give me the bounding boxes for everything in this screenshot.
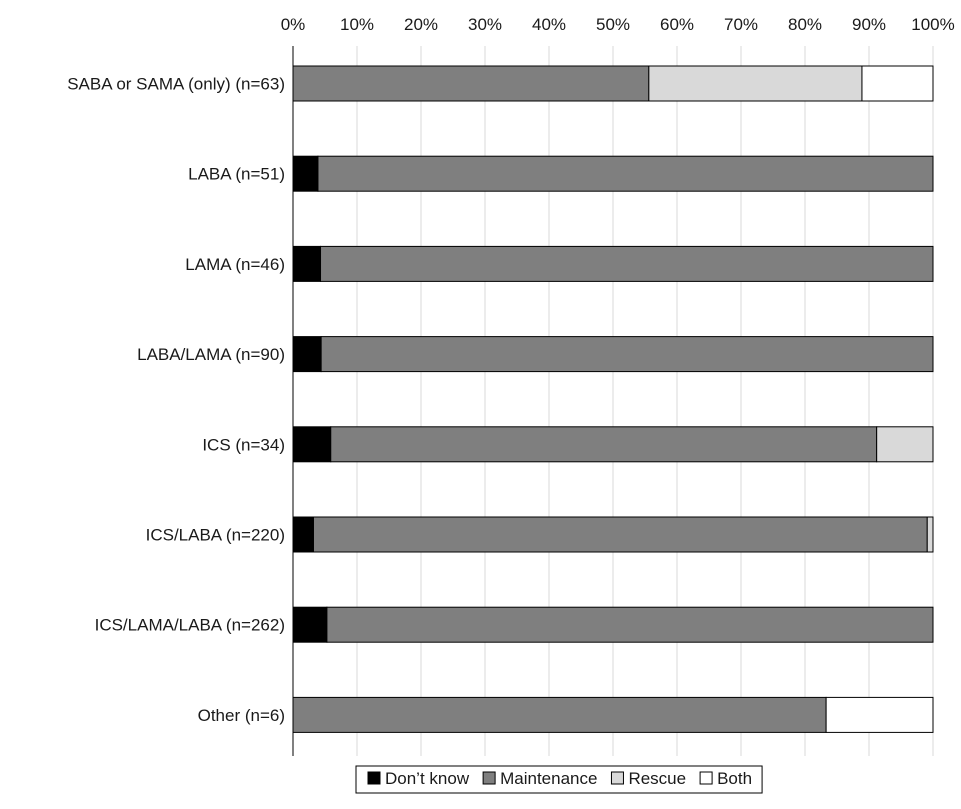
bar-segment-maintenance	[330, 426, 878, 463]
legend-box	[355, 765, 763, 794]
bars	[292, 65, 934, 733]
x-tick-label: 40%	[532, 15, 566, 34]
bar-segment-maintenance	[312, 516, 928, 553]
legend-label: Maintenance	[500, 769, 597, 788]
x-tick-label: 0%	[281, 15, 306, 34]
bar-segment-maintenance	[292, 65, 650, 102]
category-labels: SABA or SAMA (only) (n=63) LABA (n=51) LAM…	[67, 75, 285, 725]
bar-segment-both	[861, 65, 934, 102]
category-label: LAMA (n=46)	[185, 255, 285, 274]
bar-row	[292, 65, 934, 102]
bar-segment-maintenance	[326, 606, 934, 643]
x-axis-tick-labels: 0% 10% 20% 30% 40% 50% 60% 70% 80% 90% 100%	[281, 15, 955, 34]
x-tick-label: 70%	[724, 15, 758, 34]
x-tick-label: 80%	[788, 15, 822, 34]
bar-row	[292, 516, 934, 553]
bar-segment-maintenance	[317, 155, 934, 192]
legend-swatch	[699, 771, 713, 785]
legend-swatch	[610, 771, 624, 785]
bar-row	[292, 245, 934, 282]
category-label: Other (n=6)	[198, 706, 285, 725]
x-tick-label: 10%	[340, 15, 374, 34]
x-tick-label: 90%	[852, 15, 886, 34]
bar-row	[292, 606, 934, 643]
legend-swatch	[482, 771, 496, 785]
bar-segment-both	[825, 696, 934, 733]
bar-segment-maintenance	[292, 696, 827, 733]
legend-item: Rescue	[610, 769, 686, 788]
category-label: SABA or SAMA (only) (n=63)	[67, 75, 285, 94]
bar-segment-maintenance	[320, 245, 934, 282]
legend-item: Both	[699, 769, 752, 788]
bar-row	[292, 336, 934, 373]
bar-segment-maintenance	[320, 336, 934, 373]
legend-label: Both	[717, 769, 752, 788]
bar-row	[292, 696, 934, 733]
category-label: ICS/LABA (n=220)	[146, 526, 285, 545]
x-tick-label: 100%	[911, 15, 954, 34]
legend: Don’t know Maintenance Rescue Both	[355, 765, 763, 794]
legend-swatch	[367, 771, 381, 785]
bar-segment-don-t-know	[292, 516, 314, 553]
bar-row	[292, 426, 934, 463]
category-label: LABA/LAMA (n=90)	[137, 345, 285, 364]
bar-segment-don-t-know	[292, 336, 322, 373]
bar-segment-rescue	[876, 426, 934, 463]
category-label: ICS/LAMA/LABA (n=262)	[95, 616, 285, 635]
legend-label: Rescue	[628, 769, 686, 788]
bar-segment-don-t-know	[292, 155, 319, 192]
category-label: LABA (n=51)	[188, 165, 285, 184]
legend-item: Maintenance	[482, 769, 597, 788]
bar-segment-rescue	[648, 65, 863, 102]
x-tick-label: 60%	[660, 15, 694, 34]
gridlines	[356, 46, 934, 756]
legend-label: Don’t know	[385, 769, 470, 788]
bar-row	[292, 155, 934, 192]
x-tick-label: 30%	[468, 15, 502, 34]
x-tick-label: 20%	[404, 15, 438, 34]
bar-segment-don-t-know	[292, 606, 328, 643]
bar-segment-don-t-know	[292, 245, 322, 282]
x-tick-label: 50%	[596, 15, 630, 34]
bar-segment-don-t-know	[292, 426, 332, 463]
bar-segment-rescue	[926, 516, 934, 553]
legend-item: Don’t know	[367, 769, 470, 788]
legend-items: Don’t know Maintenance Rescue Both	[367, 769, 752, 788]
category-label: ICS (n=34)	[202, 435, 285, 454]
